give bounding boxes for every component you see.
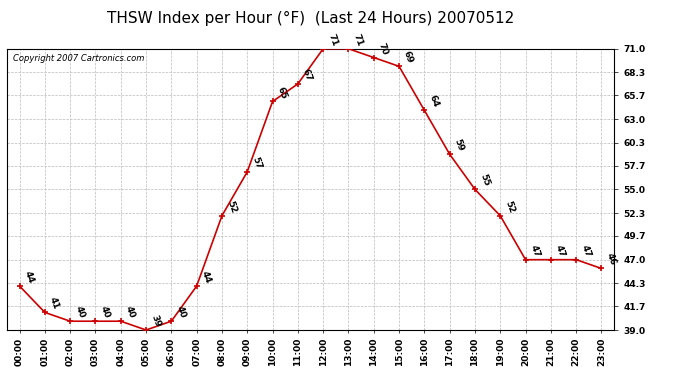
Text: 57: 57	[250, 155, 263, 170]
Text: 52: 52	[503, 200, 516, 214]
Text: 41: 41	[48, 296, 61, 311]
Text: 40: 40	[175, 305, 187, 320]
Text: 70: 70	[377, 41, 390, 56]
Text: THSW Index per Hour (°F)  (Last 24 Hours) 20070512: THSW Index per Hour (°F) (Last 24 Hours)…	[107, 11, 514, 26]
Text: 39: 39	[149, 314, 162, 328]
Text: 40: 40	[99, 305, 111, 320]
Text: Copyright 2007 Cartronics.com: Copyright 2007 Cartronics.com	[13, 54, 144, 63]
Text: 67: 67	[301, 68, 314, 82]
Text: 46: 46	[604, 252, 618, 267]
Text: 47: 47	[529, 243, 542, 258]
Text: 44: 44	[199, 270, 213, 285]
Text: 44: 44	[23, 270, 35, 285]
Text: 55: 55	[478, 173, 491, 188]
Text: 65: 65	[275, 85, 288, 100]
Text: 47: 47	[579, 243, 592, 258]
Text: 59: 59	[453, 138, 466, 153]
Text: 71: 71	[351, 32, 364, 47]
Text: 47: 47	[554, 243, 566, 258]
Text: 40: 40	[73, 305, 86, 320]
Text: 64: 64	[427, 94, 440, 109]
Text: 71: 71	[326, 32, 339, 47]
Text: 40: 40	[124, 305, 137, 320]
Text: 52: 52	[225, 200, 238, 214]
Text: 69: 69	[402, 50, 415, 65]
